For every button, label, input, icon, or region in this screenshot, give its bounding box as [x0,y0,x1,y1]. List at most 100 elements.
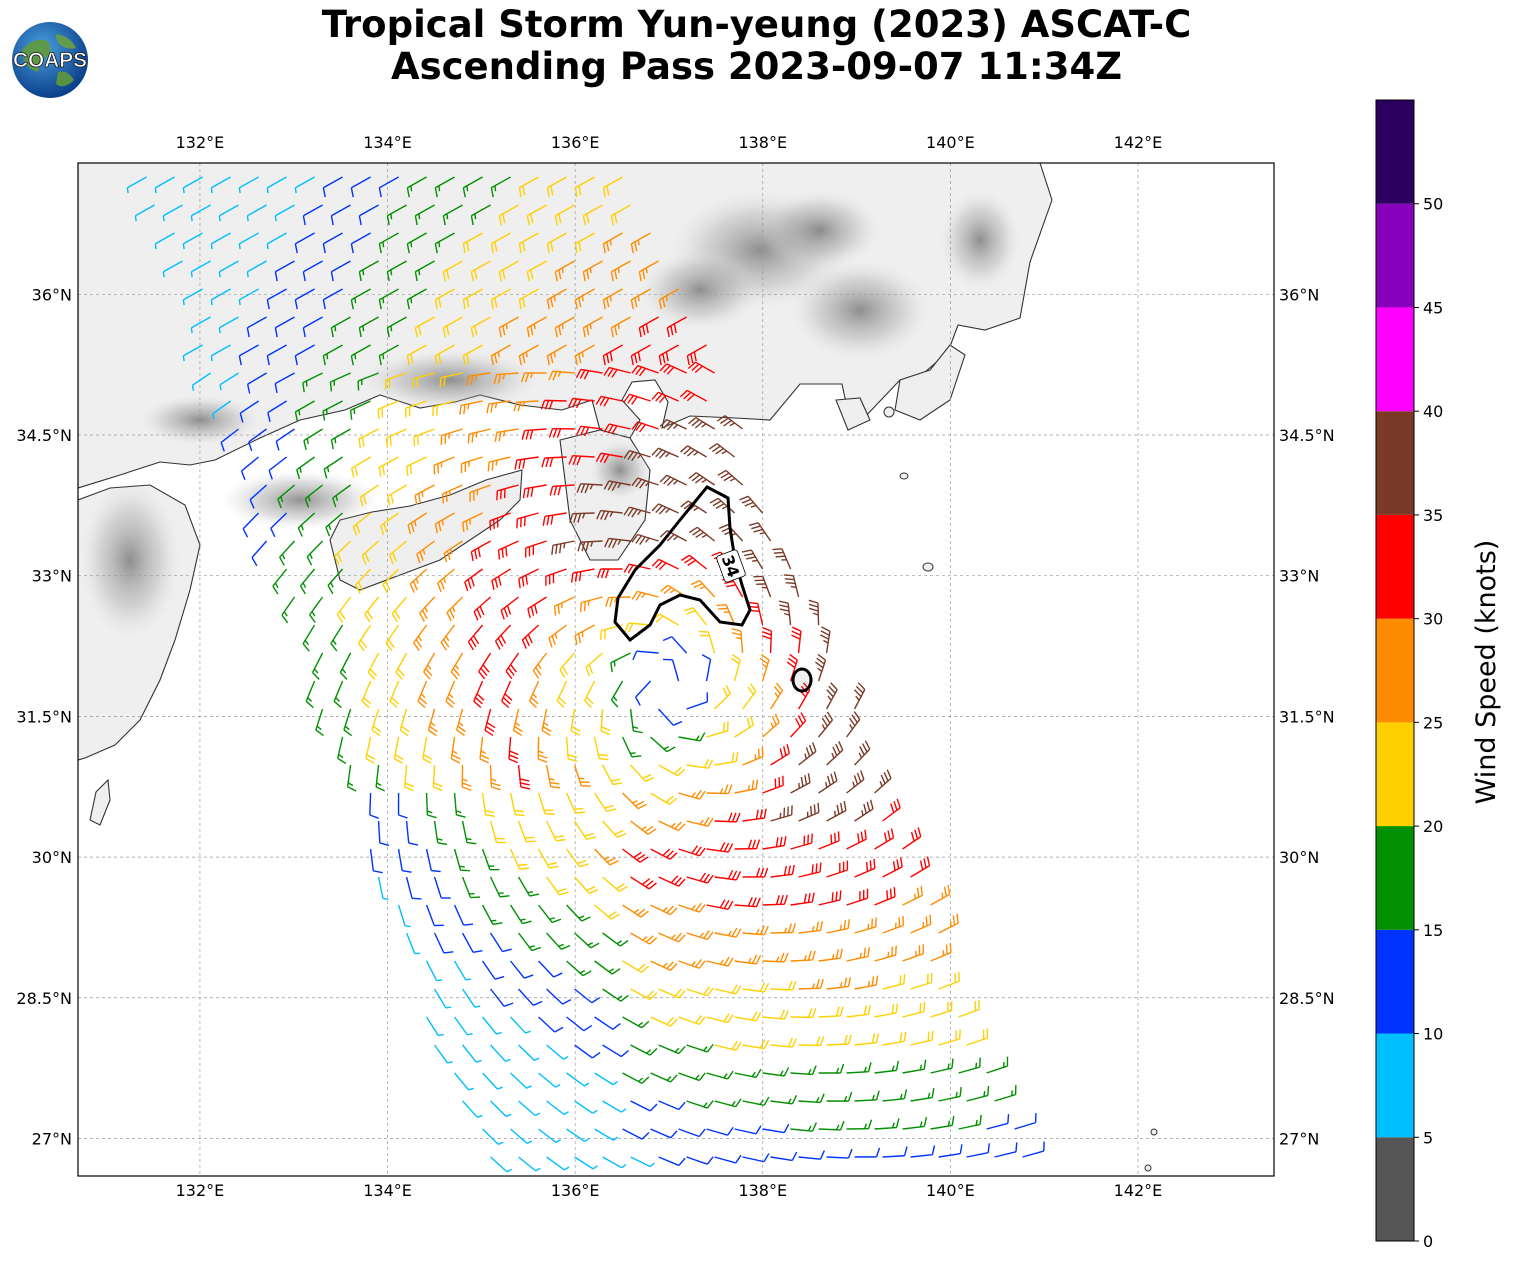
wind-barb [635,680,652,706]
wind-barb [498,204,519,226]
wind-barb [666,316,687,338]
wind-barb [573,764,591,787]
wind-barb [386,316,407,338]
wind-barb [716,604,736,626]
wind-barb [882,916,904,934]
wind-barb [610,652,631,673]
wind-barb [808,599,820,626]
wind-barb [367,652,380,680]
wind-barb [874,1118,900,1130]
wind-barb [854,740,871,766]
wind-barb [481,792,496,818]
wind-barb [630,288,651,310]
wind-barb [481,848,500,871]
wind-barb [522,484,547,499]
wind-barb [910,856,931,878]
wind-barb [621,736,642,758]
wind-barb [882,974,906,990]
wind-barb [604,537,631,549]
wind-barb [545,820,566,842]
wind-barb [406,288,427,310]
wind-barb [748,601,764,626]
wind-barb [361,540,380,565]
wind-barb [461,820,477,845]
wind-barb [658,764,686,777]
wind-barb [339,652,352,680]
wind-barb [327,568,344,595]
wind-barb [432,400,455,417]
wind-barb [497,540,519,560]
wind-barb [966,1028,989,1046]
wind-barb [594,904,620,920]
wind-barb [714,927,742,938]
lat-tick-label-right: 30°N [1279,848,1319,867]
wind-barb [489,876,510,898]
wind-barb [650,736,676,753]
wind-barb [385,624,400,652]
terrain-shading [640,250,760,330]
wind-barb [436,568,456,593]
wind-barb [433,456,455,475]
wind-barb [538,904,562,924]
wind-barb [798,1036,825,1047]
wind-barb [594,960,621,975]
wind-barb [526,260,547,282]
wind-barb [538,1016,564,1033]
wind-barb [762,894,788,906]
wind-barb [377,820,390,847]
terrain-shading [940,190,1020,290]
terrain-shading [760,190,880,270]
wind-barb [482,1128,504,1145]
wind-barb [395,652,408,680]
wind-barb [603,480,631,492]
wind-barb [686,1156,714,1165]
wind-barb [154,232,175,250]
wind-barb [440,428,463,446]
wind-barb [537,792,555,815]
wind-barb [579,596,603,613]
wind-barb [466,372,491,386]
wind-barb [389,680,400,709]
wind-barb [770,1094,798,1105]
wind-barb [386,204,407,226]
lon-tick-label-bottom: 138°E [738,1181,787,1200]
wind-barb [630,764,655,782]
wind-barb [762,775,784,794]
wind-barb [297,512,316,537]
wind-barb [350,232,371,254]
wind-barb [432,764,443,792]
colorbar-bin-2 [1376,929,1414,1034]
wind-barb [385,372,407,390]
wind-barb [594,1072,618,1086]
wind-barb [686,872,714,884]
wind-barb [358,428,379,449]
wind-barb [489,932,512,953]
wind-barb [742,925,769,936]
wind-barb [505,652,520,680]
wind-barb [491,568,511,590]
wind-barb [638,260,659,282]
wind-barb [518,176,539,198]
wind-barb [930,884,951,906]
wind-barb [660,584,687,598]
wind-barb [268,456,287,480]
wind-barb [678,845,706,857]
wind-barb [742,1096,770,1106]
wind-barb [650,792,678,805]
wind-barb [238,288,259,306]
wind-barb [825,682,838,710]
wind-barb [882,1031,907,1046]
wind-barb [490,988,514,1007]
wind-barb [602,876,628,892]
wind-barb [762,1009,789,1020]
wind-barb [434,512,455,534]
wind-barb [371,708,382,737]
wind-barb [365,736,376,764]
wind-barb [610,204,631,226]
wind-barb [357,624,372,652]
wind-barb [218,260,239,278]
wind-barb [846,829,867,850]
wind-barb [570,568,595,583]
wind-barb [853,682,866,710]
wind-barb [690,580,716,598]
